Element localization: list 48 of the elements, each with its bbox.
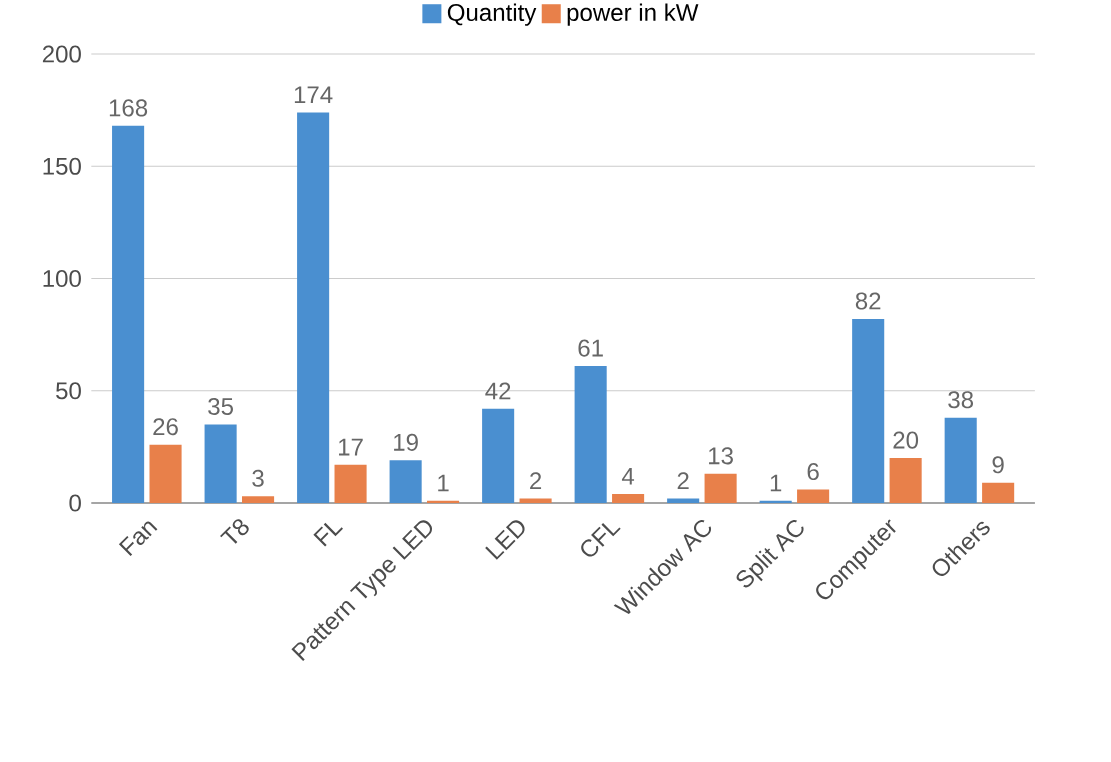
- bar: [204, 424, 237, 504]
- legend-label: power in kW: [567, 3, 699, 26]
- bar: [574, 366, 607, 504]
- x-tick-label: FL: [313, 522, 343, 547]
- bar: [797, 489, 830, 504]
- data-label: 19: [394, 433, 418, 452]
- y-tick-label: 0: [69, 494, 81, 512]
- bar: [242, 496, 275, 504]
- y-tick-label: 200: [42, 45, 81, 63]
- y-tick-label: 150: [43, 157, 81, 175]
- data-label: 20: [893, 431, 919, 449]
- bar: [889, 458, 922, 504]
- data-label: 38: [948, 391, 974, 409]
- data-label: 9: [992, 456, 1004, 474]
- bar: [612, 494, 645, 504]
- bar: [149, 444, 182, 504]
- bar: [389, 460, 422, 504]
- data-label: 42: [485, 382, 511, 400]
- data-label: 35: [208, 398, 233, 416]
- data-label: 6: [807, 463, 819, 481]
- x-tick-label: Split AC: [736, 520, 804, 588]
- x-tick-label: T8: [220, 519, 249, 544]
- data-label: 4: [621, 468, 635, 485]
- data-label: 2: [677, 472, 689, 490]
- bar: [704, 473, 737, 504]
- y-tick-label: 100: [43, 270, 81, 288]
- bar: [112, 126, 145, 504]
- data-label: 174: [294, 86, 333, 104]
- bar: [944, 417, 977, 504]
- data-label: 3: [252, 469, 264, 487]
- x-tick-label: LED: [485, 520, 525, 560]
- data-label: 61: [578, 339, 603, 357]
- data-label: 82: [855, 292, 881, 310]
- legend-label: Quantity: [447, 3, 537, 26]
- bar: [982, 482, 1015, 504]
- data-label: 13: [709, 447, 733, 465]
- data-label: 17: [339, 438, 363, 456]
- x-tick-label: Fan: [118, 521, 158, 557]
- data-label: 26: [153, 418, 178, 436]
- bar: [852, 319, 885, 504]
- data-label: 2: [530, 472, 542, 490]
- bar: [482, 408, 515, 504]
- bar: [334, 464, 367, 504]
- data-label: 1: [438, 474, 449, 492]
- y-tick-label: 50: [56, 382, 81, 400]
- data-label: 1: [770, 474, 782, 492]
- bar: [297, 112, 330, 504]
- data-label: 168: [109, 99, 148, 117]
